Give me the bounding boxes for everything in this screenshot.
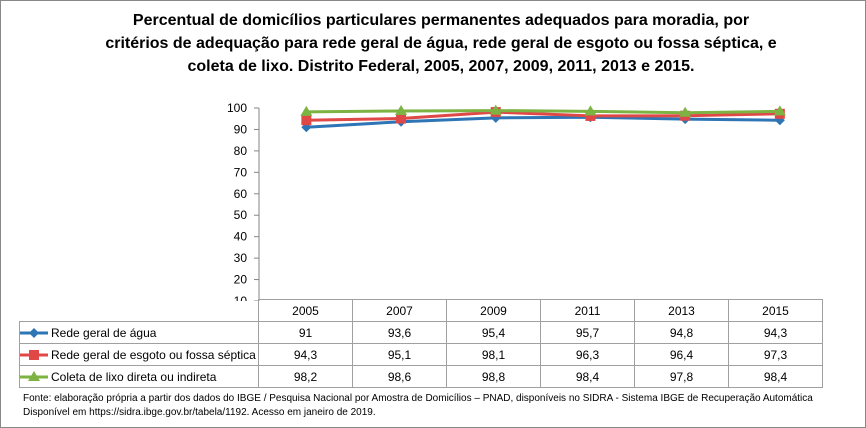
table-row: Rede geral de água 91 93,6 95,4 95,7 94,8 94,3 [19, 321, 823, 344]
legend-key-icon [20, 350, 48, 361]
legend-entry: Rede geral de esgoto ou fossa séptica [19, 343, 259, 366]
y-tick-label: 50 [234, 208, 248, 222]
data-label: 96,4 [634, 343, 729, 366]
data-point [489, 104, 502, 115]
y-tick-label: 20 [234, 273, 248, 287]
data-label: 98,1 [446, 343, 541, 366]
series-line [306, 109, 780, 115]
legend-label: Rede geral de água [51, 325, 157, 340]
title-line: coleta de lixo. Distrito Federal, 2005, … [187, 58, 695, 75]
x-tick-label: 2015 [728, 299, 823, 322]
legend-entry: Rede geral de água [19, 321, 259, 344]
data-label: 97,8 [634, 365, 729, 388]
data-point [773, 105, 786, 116]
title-line: Percentual de domicílios particulares pe… [132, 12, 750, 29]
legend-label: Rede geral de esgoto ou fossa séptica [51, 347, 256, 362]
data-label: 98,6 [352, 365, 447, 388]
table-row: Rede geral de esgoto ou fossa séptica 94,… [19, 343, 823, 366]
series-line [306, 110, 780, 122]
data-label: 95,1 [352, 343, 447, 366]
y-tick-label: 10 [234, 294, 248, 301]
data-label: 97,3 [728, 343, 823, 366]
data-label: 98,2 [258, 365, 353, 388]
x-tick-label: 2011 [540, 299, 635, 322]
y-tick-label: 70 [234, 165, 248, 179]
data-point [395, 105, 408, 116]
data-label: 94,3 [258, 343, 353, 366]
y-tick-label: 60 [234, 187, 248, 201]
x-tick-label: 2013 [634, 299, 729, 322]
data-point [679, 106, 692, 117]
empty-cell [19, 299, 259, 322]
y-tick-label: 30 [234, 251, 248, 265]
legend-key-icon [20, 371, 48, 382]
data-label: 93,6 [352, 321, 447, 344]
y-tick-label: 90 [234, 122, 248, 136]
data-label: 94,8 [634, 321, 729, 344]
data-label: 95,7 [540, 321, 635, 344]
data-point [585, 110, 596, 121]
table-row: Coleta de lixo direta ou indireta 98,2 98,… [19, 365, 823, 388]
data-label: 95,4 [446, 321, 541, 344]
data-point [300, 105, 313, 116]
table-header-row: 2005 2007 2009 2011 2013 2015 [19, 299, 823, 322]
data-label: 98,8 [446, 365, 541, 388]
data-label: 98,4 [540, 365, 635, 388]
data-label: 96,3 [540, 343, 635, 366]
line-chart: 10 20 30 40 50 60 70 80 90 100 [227, 101, 786, 301]
x-tick-label: 2005 [258, 299, 353, 322]
title-line: critérios de adequação para rede geral d… [105, 35, 777, 52]
data-label: 98,4 [728, 365, 823, 388]
data-point [584, 105, 597, 116]
y-tick-label: 40 [234, 230, 248, 244]
data-point [301, 115, 312, 126]
chart-title: Percentual de domicílios particulares pe… [61, 9, 821, 78]
y-tick-label: 80 [234, 144, 248, 158]
source-line: Disponível em https://sidra.ibge.gov.br/… [23, 407, 376, 418]
x-tick-label: 2009 [446, 299, 541, 322]
series-line [306, 115, 780, 129]
data-point [396, 113, 407, 124]
data-label: 91 [258, 321, 353, 344]
source-note: Fonte: elaboração própria a partir dos d… [23, 392, 813, 420]
data-table: 2005 2007 2009 2011 2013 2015 Rede geral de ág… [19, 299, 823, 388]
data-label: 94,3 [728, 321, 823, 344]
legend-entry: Coleta de lixo direta ou indireta [19, 365, 259, 388]
y-tick-label: 100 [227, 101, 247, 115]
source-line: Fonte: elaboração própria a partir dos d… [23, 393, 813, 404]
legend-key-icon [20, 328, 48, 339]
x-tick-label: 2007 [352, 299, 447, 322]
legend-label: Coleta de lixo direta ou indireta [51, 369, 217, 384]
